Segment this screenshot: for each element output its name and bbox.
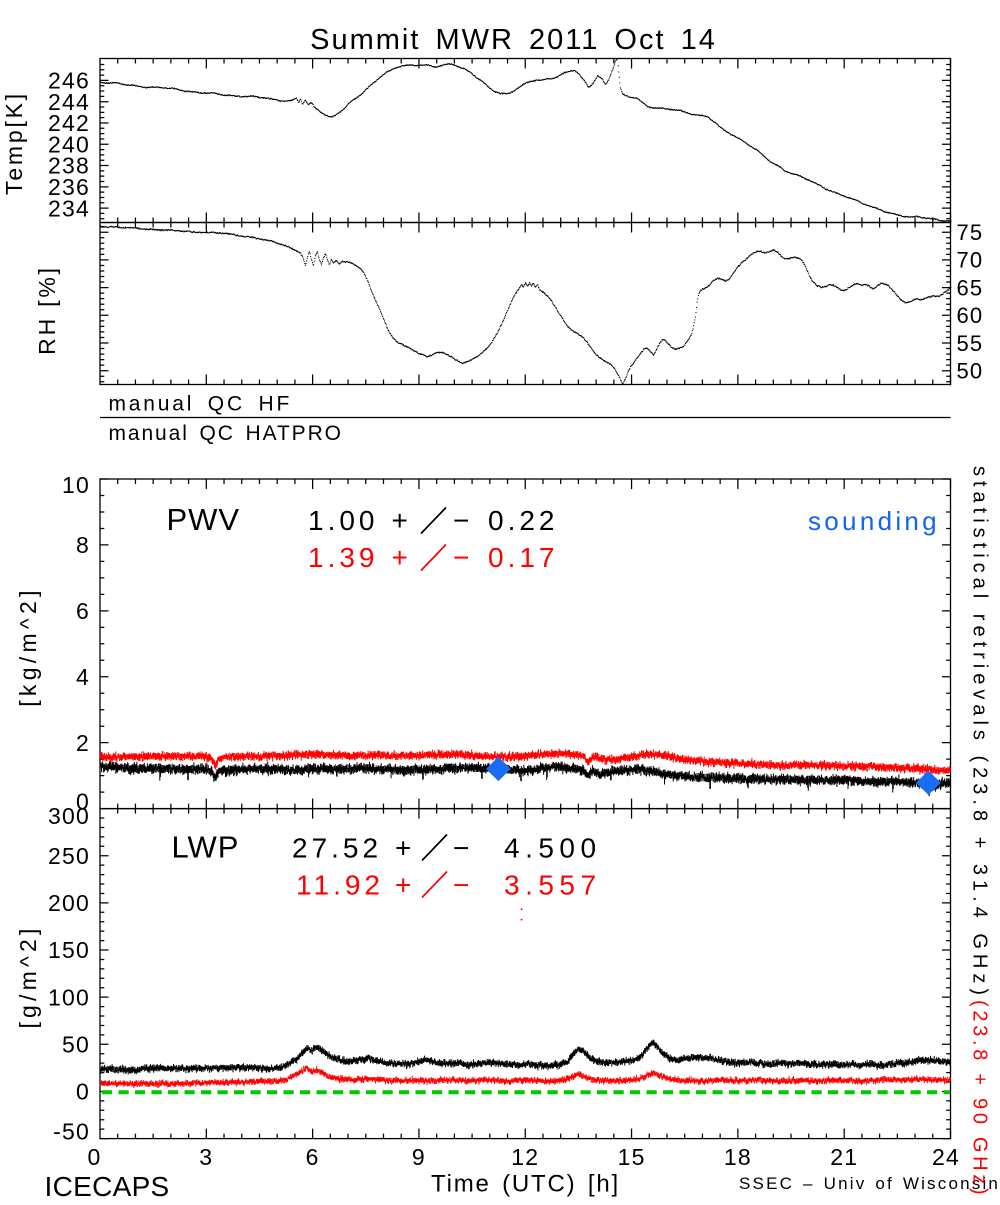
- svg-text:4: 4: [76, 664, 90, 690]
- svg-text:60: 60: [957, 303, 984, 328]
- svg-text:150: 150: [48, 937, 90, 963]
- svg-text:246: 246: [48, 68, 90, 94]
- svg-text:SSEC – Univ of Wisconsin: SSEC – Univ of Wisconsin: [739, 1174, 1000, 1193]
- svg-text:1.00: 1.00: [308, 505, 379, 536]
- svg-text:8: 8: [76, 532, 90, 558]
- svg-text:234: 234: [48, 195, 90, 221]
- svg-text:300: 300: [48, 803, 90, 829]
- svg-text:242: 242: [48, 110, 90, 136]
- svg-text:6: 6: [306, 1144, 320, 1170]
- svg-text:75: 75: [957, 220, 984, 245]
- svg-text:200: 200: [48, 890, 90, 916]
- svg-text:RH [%]: RH [%]: [34, 265, 60, 355]
- svg-text:+: +: [392, 505, 408, 536]
- svg-text:12: 12: [511, 1144, 539, 1170]
- svg-text:240: 240: [48, 132, 90, 158]
- svg-text:9: 9: [412, 1144, 426, 1170]
- svg-text:statistical retrievals (23.8 +: statistical retrievals (23.8 + 31.4 GHz)…: [969, 466, 991, 1198]
- svg-text:2: 2: [76, 730, 90, 756]
- svg-text:−: −: [453, 542, 469, 573]
- svg-text:+: +: [395, 870, 411, 901]
- svg-text:0.22: 0.22: [488, 505, 559, 536]
- svg-text:PWV: PWV: [167, 502, 241, 537]
- svg-text:244: 244: [48, 89, 90, 115]
- svg-text:238: 238: [48, 153, 90, 179]
- svg-text:50: 50: [62, 1032, 90, 1058]
- svg-text:0: 0: [88, 1144, 102, 1170]
- svg-text:10: 10: [62, 472, 90, 498]
- svg-text:250: 250: [48, 843, 90, 869]
- svg-text:65: 65: [957, 275, 984, 300]
- svg-text:0.17: 0.17: [488, 542, 559, 573]
- svg-text:sounding: sounding: [808, 506, 940, 536]
- svg-text:50: 50: [957, 359, 984, 384]
- svg-text:ICECAPS: ICECAPS: [45, 1171, 170, 1200]
- svg-text:LWP: LWP: [172, 829, 240, 864]
- svg-text:manual QC HF: manual QC HF: [109, 393, 293, 416]
- svg-text:[g/m^2]: [g/m^2]: [15, 924, 41, 1028]
- svg-text:4.500: 4.500: [504, 832, 602, 863]
- svg-text:70: 70: [957, 248, 984, 273]
- svg-text:Temp[K]: Temp[K]: [1, 91, 27, 195]
- svg-text:18: 18: [724, 1144, 752, 1170]
- svg-text:Time (UTC) [h]: Time (UTC) [h]: [431, 1171, 620, 1198]
- svg-text:−: −: [453, 870, 469, 901]
- svg-text:55: 55: [957, 331, 984, 356]
- svg-text:27.52: 27.52: [292, 832, 382, 863]
- svg-text:3: 3: [199, 1144, 213, 1170]
- svg-text:3.557: 3.557: [504, 870, 602, 901]
- svg-text:21: 21: [830, 1144, 858, 1170]
- svg-text:0: 0: [76, 789, 90, 815]
- svg-text:−: −: [453, 832, 469, 863]
- svg-text:+: +: [392, 542, 408, 573]
- svg-text:-50: -50: [53, 1119, 90, 1145]
- svg-text:236: 236: [48, 174, 90, 200]
- svg-text:+: +: [395, 832, 411, 863]
- svg-text:11.92: 11.92: [296, 870, 384, 901]
- svg-text:6: 6: [76, 598, 90, 624]
- svg-text:0: 0: [76, 1079, 90, 1105]
- svg-text:[kg/m^2]: [kg/m^2]: [15, 586, 41, 707]
- svg-text:Summit MWR 2011 Oct 14: Summit MWR 2011 Oct 14: [310, 24, 717, 56]
- svg-text:15: 15: [618, 1144, 646, 1170]
- svg-text:24: 24: [932, 1144, 960, 1170]
- svg-text:100: 100: [48, 984, 90, 1010]
- svg-text:−: −: [453, 505, 469, 536]
- svg-text:1.39: 1.39: [308, 542, 379, 573]
- svg-text:manual QC HATPRO: manual QC HATPRO: [109, 422, 343, 445]
